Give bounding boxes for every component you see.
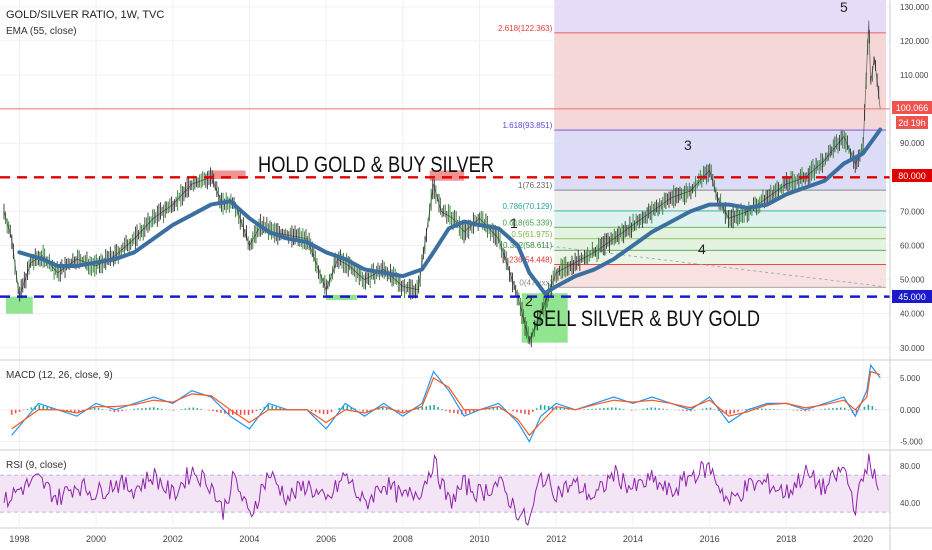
fib-zone-0236 [554, 264, 886, 288]
x-tick-label: 2006 [316, 534, 336, 544]
x-tick-label: 2012 [546, 534, 566, 544]
x-tick-label: 2004 [239, 534, 259, 544]
macd-tick-label: -5.000 [900, 438, 923, 447]
hold-gold-annotation: HOLD GOLD & BUY SILVER [258, 152, 494, 177]
x-tick-label: 2008 [393, 534, 413, 544]
horizontal-lines-layer [0, 108, 890, 298]
green-zone-2011 [521, 293, 568, 343]
trend-dashed-line [544, 245, 883, 287]
y-tick-label: 50.000 [900, 276, 925, 285]
price-tag-lower-text: 45.000 [898, 292, 926, 302]
symbol-title: GOLD/SILVER RATIO, 1W, TVC [6, 9, 164, 21]
rsi-tick-label: 40.00 [900, 499, 921, 508]
green-zone-1998 [5, 296, 33, 314]
x-tick-label: 2014 [623, 534, 643, 544]
fib-label: 0.786(70.129) [502, 202, 552, 211]
fib-label: 1(76.231) [518, 181, 553, 190]
price-tag-countdown-text: 2d 19h [898, 118, 926, 128]
wave-label-1: 1 [510, 215, 518, 231]
ema-line [17, 127, 883, 296]
price-tag-lower-bg [892, 290, 932, 303]
price-tag-upper-bg [892, 169, 932, 182]
price-tag-lower-line: 45.000 [892, 290, 932, 303]
macd-tick-label: 0.000 [900, 406, 921, 415]
fib-zone-0786 [554, 210, 886, 228]
price-tag-countdown: 2d 19h [896, 116, 928, 129]
fib-label: 2.618(122.363) [498, 24, 553, 33]
sell-silver-annotation: SELL SILVER & BUY GOLD [532, 306, 760, 331]
y-tick-label: 110.000 [900, 71, 929, 80]
x-tick-label: 2018 [776, 534, 796, 544]
fib-label: 0.5(61.975) [511, 230, 552, 239]
fib-layer: 2.618(122.363) 1.618(93.851) 1(76.231) 0.78… [498, 24, 886, 288]
series-layer [3, 20, 883, 527]
price-tag-upper-text: 80.000 [898, 171, 926, 181]
y-tick-label: 130.000 [900, 3, 929, 12]
rsi-line [3, 453, 879, 527]
x-tick-label: 2020 [853, 534, 873, 544]
x-tick-label: 2002 [163, 534, 183, 544]
fib-label: 0.382(58.611) [503, 241, 553, 250]
rsi-tick-label: 80.00 [900, 462, 921, 471]
macd-signal-line [11, 370, 881, 437]
fib-zone-0382 [554, 250, 886, 265]
fib-label: 0.236(54.448) [502, 255, 552, 264]
macd-tick-label: 5.000 [900, 374, 921, 383]
x-tick-label: 2000 [86, 534, 106, 544]
x-tick-label: 1998 [9, 534, 29, 544]
x-tick-label: 2016 [700, 534, 720, 544]
price-tag-countdown-bg [896, 116, 928, 129]
fib-label: 1.618(93.851) [502, 121, 552, 130]
fib-label: 0.618(65.339) [502, 218, 552, 227]
price-line [3, 20, 881, 343]
wave-label-2: 2 [525, 293, 533, 309]
y-tick-label: 70.000 [900, 207, 925, 216]
wave-label-4: 4 [698, 241, 706, 257]
axis-layer: 1998 2000 2002 2004 2006 2008 2010 2012 2014 2016… [9, 3, 929, 544]
fib-zone-2618 [554, 32, 886, 131]
y-tick-label: 30.000 [900, 344, 925, 353]
price-tag-upper-line: 80.000 [892, 169, 932, 182]
price-tag-current-bg [892, 101, 932, 114]
wave-label-5: 5 [840, 0, 848, 15]
y-tick-label: 60.000 [900, 241, 925, 250]
wave-label-3: 3 [684, 137, 692, 153]
price-tag-current-text: 100.066 [896, 103, 929, 113]
fib-zone-1618 [554, 130, 886, 191]
rsi-label: RSI (9, close) [6, 460, 67, 471]
ema-label: EMA (55, close) [6, 26, 77, 37]
price-tag-current: 100.066 [892, 101, 932, 114]
macd-label: MACD (12, 26, close, 9) [6, 370, 113, 381]
red-zone-2008 [429, 170, 465, 181]
y-tick-label: 40.000 [900, 310, 925, 319]
red-zone-2003 [211, 170, 246, 179]
x-tick-label: 2010 [469, 534, 489, 544]
y-tick-label: 90.000 [900, 139, 925, 148]
y-tick-label: 120.000 [900, 37, 929, 46]
fib-zone-1 [554, 190, 886, 211]
